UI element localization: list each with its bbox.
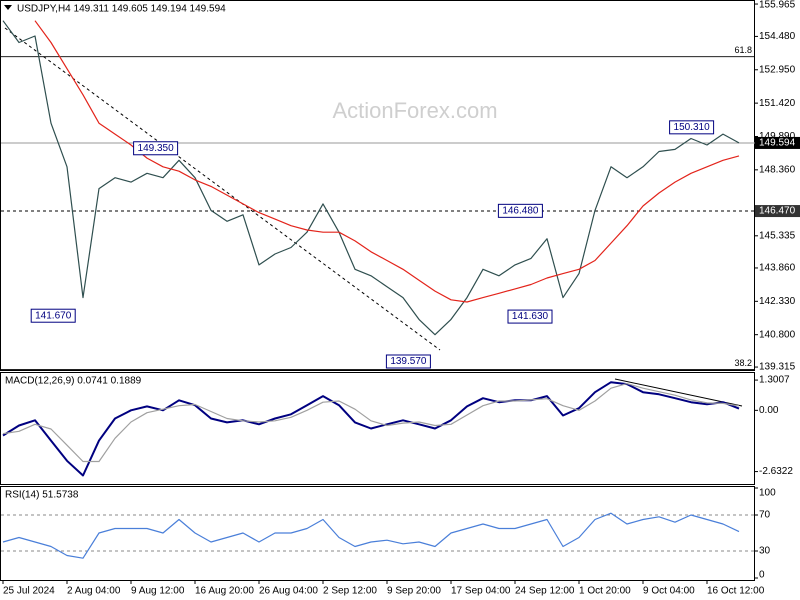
y-tick-label: 145.335 (759, 230, 796, 241)
y-tick-label: 139.315 (759, 362, 796, 373)
y-tick-label: 142.330 (759, 296, 796, 307)
y-tick-label: 0 (759, 570, 765, 581)
annotation-box (385, 354, 431, 369)
x-tick-label: 9 Oct 04:00 (643, 586, 695, 597)
y-tick-label: 148.360 (759, 164, 796, 175)
rsi-panel (0, 486, 755, 581)
annotation-label: 146.480 (502, 205, 539, 216)
rsi-title: RSI(14) 51.5738 (5, 490, 79, 501)
y-tick-label: 1.3007 (759, 375, 790, 386)
annotation-box (497, 203, 543, 218)
x-tick-label: 2 Aug 04:00 (67, 586, 121, 597)
macd-title: MACD(12,26,9) 0.0741 0.1889 (5, 376, 142, 387)
y-tick-label: 155.965 (759, 0, 796, 11)
macd-panel (0, 372, 755, 485)
x-tick-label: 17 Sep 04:00 (451, 586, 511, 597)
x-tick-label: 16 Aug 20:00 (195, 586, 254, 597)
support-tag (755, 205, 800, 218)
price-tag-label: 149.594 (759, 138, 796, 149)
x-tick-label: 9 Sep 20:00 (387, 586, 441, 597)
series-line (34, 20, 740, 303)
watermark: ActionForex.com (332, 98, 497, 123)
series-line (2, 20, 740, 336)
annotation-box (669, 120, 715, 135)
trend-line (4, 27, 441, 351)
annotation-box (30, 308, 76, 323)
series-line (2, 381, 740, 477)
series-line (2, 512, 740, 559)
support-tag-label: 146.470 (759, 206, 796, 217)
price-panel (0, 0, 755, 371)
y-tick-label: 154.480 (759, 31, 796, 42)
x-tick-label: 25 Jul 2024 (3, 586, 55, 597)
annotation-label: 139.570 (390, 356, 427, 367)
x-tick-label: 16 Oct 12:00 (707, 586, 765, 597)
price-tag (755, 136, 800, 149)
annotation-box (133, 141, 179, 156)
menu-arrow[interactable] (4, 5, 12, 10)
price-title: USDJPY,H4 149.311 149.605 149.194 149.59… (17, 4, 226, 15)
x-tick-label: 1 Oct 20:00 (579, 586, 631, 597)
annotation-box (507, 309, 553, 324)
annotation-label: 141.670 (35, 310, 72, 321)
y-tick-label: 152.950 (759, 64, 796, 75)
y-tick-label: 149.890 (759, 131, 796, 142)
y-tick-label: 100 (759, 488, 776, 499)
x-tick-label: 26 Aug 04:00 (259, 586, 318, 597)
annotation-label: 150.310 (674, 122, 711, 133)
fib-label: 61.8 (734, 45, 752, 55)
fib-label: 38.2 (734, 358, 752, 368)
annotation-label: 149.350 (138, 143, 175, 154)
y-tick-label: 30 (759, 546, 771, 557)
y-tick-label: 0.00 (759, 405, 779, 416)
y-tick-label: 143.860 (759, 263, 796, 274)
series-line (2, 383, 740, 463)
y-tick-label: 151.420 (759, 98, 796, 109)
x-tick-label: 24 Sep 12:00 (515, 586, 575, 597)
y-tick-label: 70 (759, 510, 771, 521)
x-tick-label: 9 Aug 12:00 (131, 586, 185, 597)
y-tick-label: -2.6322 (759, 466, 793, 477)
y-tick-label: 140.800 (759, 329, 796, 340)
annotation-label: 141.630 (512, 311, 549, 322)
x-tick-label: 2 Sep 12:00 (323, 586, 377, 597)
